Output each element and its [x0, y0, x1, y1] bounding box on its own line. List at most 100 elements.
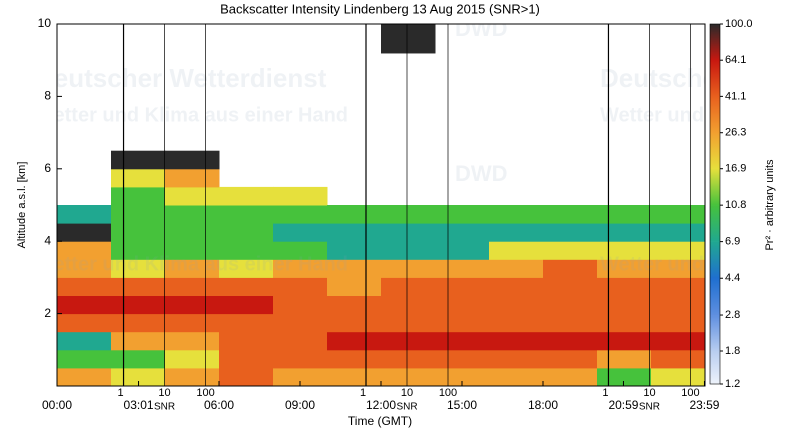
heatmap-cell: [651, 367, 705, 386]
heatmap-cell: [111, 150, 166, 170]
heatmap-cell: [165, 295, 220, 315]
heatmap-cell: [435, 313, 490, 333]
heatmap-cell: [543, 349, 598, 369]
heatmap-cell: [597, 241, 652, 260]
heatmap-cell: [165, 223, 220, 242]
heatmap-cell: [543, 241, 598, 260]
y-tick-label: 2: [44, 306, 51, 320]
colorbar-tick-label: 1.2: [725, 378, 740, 390]
heatmap-cell: [597, 331, 652, 351]
heatmap-cell: [327, 295, 382, 315]
heatmap-cell: [111, 259, 166, 278]
heatmap-cell: [543, 367, 598, 386]
y-tick-label: 10: [38, 16, 52, 30]
snr-tick-label: 100: [681, 387, 699, 399]
heatmap-cell: [57, 367, 112, 386]
snr-tick-label: 10: [401, 387, 413, 399]
colorbar-segment: [710, 278, 720, 316]
heatmap-cell: [57, 349, 112, 369]
watermark-logo: DWD: [455, 161, 508, 186]
heatmap-cell: [543, 259, 598, 278]
y-axis-label: Altitude a.s.l. [km]: [16, 162, 28, 249]
heatmap-cell: [327, 277, 382, 296]
colorbar-tick-label: 1.8: [725, 345, 740, 357]
heatmap-cell: [111, 349, 166, 369]
snr-tick-label: 100: [196, 387, 214, 399]
heatmap-cell: [57, 223, 112, 242]
heatmap-cell: [435, 349, 490, 369]
snr-label: SNR: [639, 402, 660, 413]
heatmap-cell: [57, 241, 112, 260]
watermark-slogan: Wetter und Klima aus einer Hand: [35, 104, 348, 126]
heatmap-cell: [219, 331, 274, 351]
heatmap-cell: [651, 295, 705, 315]
colorbar-segment: [710, 60, 720, 97]
heatmap-cell: [489, 259, 544, 278]
colorbar-tick-label: 41.1: [725, 90, 746, 102]
heatmap-cell: [165, 186, 220, 206]
x-tick-label: 09:00: [285, 398, 315, 412]
heatmap-cell: [327, 241, 382, 260]
heatmap-cell: [219, 241, 274, 260]
y-tick-label: 8: [44, 89, 51, 103]
heatmap-cell: [111, 205, 166, 224]
heatmap-cell: [381, 313, 436, 333]
x-tick-label: 00:00: [42, 398, 72, 412]
heatmap-cell: [381, 24, 436, 54]
watermark-slogan: Wetter und Klima aus einer Hand: [600, 104, 800, 126]
snr-label: SNR: [154, 402, 175, 413]
heatmap-cell: [597, 367, 652, 386]
heatmap-cell: [219, 367, 274, 386]
heatmap-cell: [111, 295, 166, 315]
heatmap-cell: [489, 241, 544, 260]
heatmap-cell: [219, 186, 274, 206]
heatmap-cell: [57, 331, 112, 351]
heatmap-cell: [381, 349, 436, 369]
heatmap-cell: [651, 277, 705, 296]
heatmap-cell: [381, 259, 436, 278]
colorbar-tick-label: 100.0: [725, 18, 753, 30]
heatmap-cell: [543, 223, 598, 242]
heatmap-cell: [435, 205, 490, 224]
heatmap-cell: [111, 186, 166, 206]
heatmap-cell: [381, 295, 436, 315]
heatmap-cell: [381, 241, 436, 260]
heatmap-cell: [165, 168, 220, 188]
heatmap-cell: [327, 331, 382, 351]
heatmap-cell: [57, 295, 112, 315]
watermark-slogan: Wetter und Klima aus einer Hand: [600, 253, 800, 275]
x-axis-label: Time (GMT): [348, 414, 412, 428]
heatmap-cell: [165, 277, 220, 296]
heatmap-cell: [489, 295, 544, 315]
heatmap-cell: [327, 259, 382, 278]
x-tick-label: 03:01: [124, 398, 154, 412]
heatmap-cell: [597, 205, 652, 224]
heatmap-cell: [381, 277, 436, 296]
watermark: Deutscher Wetterdienst Wetter und Klima …: [35, 24, 800, 275]
heatmap-cell: [111, 241, 166, 260]
heatmap-cell: [219, 259, 274, 278]
heatmap-cell: [165, 331, 220, 351]
heatmap-cell: [327, 313, 382, 333]
heatmap-cell: [435, 331, 490, 351]
heatmap-cell: [651, 241, 705, 260]
heatmap-cell: [435, 367, 490, 386]
heatmap-cell: [165, 367, 220, 386]
heatmap-cell: [381, 331, 436, 351]
heatmap-cell: [651, 223, 705, 242]
x-tick-label: 15:00: [447, 398, 477, 412]
heatmap-cell: [435, 241, 490, 260]
heatmap-cell: [597, 223, 652, 242]
heatmap-cell: [111, 223, 166, 242]
colorbar-tick-label: 10.8: [725, 199, 746, 211]
heatmap-cell: [57, 313, 112, 333]
heatmap: [57, 24, 705, 386]
colorbar-tick-label: 4.4: [725, 272, 740, 284]
watermark-name: Deutscher Wetterdienst: [600, 63, 800, 93]
heatmap-cell: [651, 349, 705, 369]
heatmap-cell: [327, 367, 382, 386]
heatmap-cell: [489, 367, 544, 386]
heatmap-cell: [327, 223, 382, 242]
x-tick-label: 20:59: [608, 398, 638, 412]
colorbar-segment: [710, 132, 720, 170]
